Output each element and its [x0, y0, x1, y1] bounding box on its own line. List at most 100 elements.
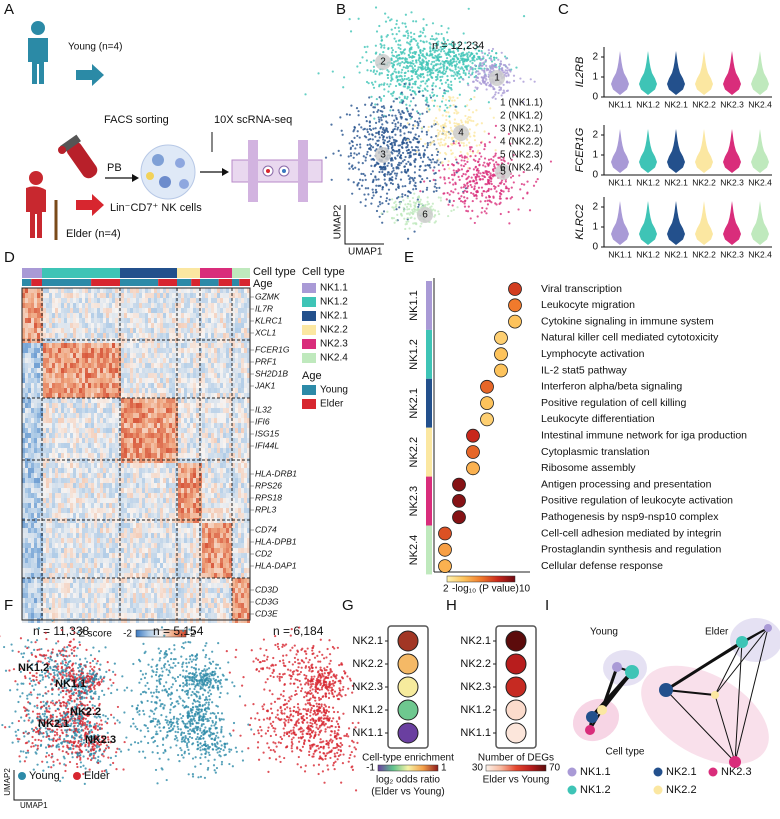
heat-cell — [67, 293, 70, 298]
cell-dot — [521, 183, 523, 185]
heat-cell — [37, 443, 40, 448]
heat-cell — [82, 528, 85, 533]
heat-cell — [52, 573, 55, 578]
heat-cell — [103, 418, 106, 423]
heat-cell — [109, 368, 112, 373]
heat-cell — [100, 528, 103, 533]
heat-cell — [79, 453, 82, 458]
cell-dot — [454, 78, 456, 80]
heat-cell — [94, 598, 97, 603]
heat-cell — [91, 333, 94, 338]
heat-cell — [106, 428, 109, 433]
heat-cell — [31, 508, 34, 513]
cell-dot — [428, 108, 430, 110]
heat-cell — [61, 318, 64, 323]
heat-cell — [28, 343, 31, 348]
heat-cell — [94, 613, 97, 618]
heat-cell — [67, 503, 70, 508]
cell-dot — [394, 68, 396, 70]
cell-dot — [483, 68, 485, 70]
cell-dot — [387, 16, 389, 18]
cell-dot — [397, 164, 399, 166]
panel-label: G — [342, 597, 354, 614]
heat-cell — [64, 613, 67, 618]
heat-cell — [25, 423, 28, 428]
cell-dot — [467, 185, 469, 187]
heat-cell — [109, 588, 112, 593]
heat-cell — [100, 428, 103, 433]
cell-dot — [435, 76, 437, 78]
heat-cell — [97, 418, 100, 423]
cell-dot — [457, 112, 459, 114]
cell-dot — [511, 196, 513, 198]
cell-dot — [420, 73, 422, 75]
heat-cell — [55, 493, 58, 498]
heat-cell — [70, 483, 73, 488]
heat-cell — [109, 348, 112, 353]
heat-cell — [109, 333, 112, 338]
heat-cell — [52, 348, 55, 353]
heat-cell — [25, 538, 28, 543]
heat-cell — [52, 513, 55, 518]
heat-cell — [49, 533, 52, 538]
cell-dot — [374, 81, 376, 83]
cell-dot — [427, 129, 429, 131]
cell-dot — [429, 180, 431, 182]
cell-dot — [363, 155, 365, 157]
cell-dot — [455, 183, 457, 185]
heat-cell — [49, 413, 52, 418]
heat-cell — [31, 308, 34, 313]
heat-cell — [52, 613, 55, 618]
heat-cell — [124, 428, 127, 433]
heat-cell — [37, 393, 40, 398]
heat-cell — [76, 303, 79, 308]
heat-cell — [103, 568, 106, 573]
heat-cell — [85, 378, 88, 383]
cell-dot — [454, 99, 456, 101]
cell-dot — [426, 101, 428, 103]
heat-cell — [28, 483, 31, 488]
heat-cell — [109, 418, 112, 423]
cell-dot — [479, 178, 481, 180]
cell-dot — [449, 122, 451, 124]
heat-cell — [79, 333, 82, 338]
cell-dot — [449, 201, 451, 203]
cell-dot — [403, 83, 405, 85]
cell-dot — [437, 74, 439, 76]
heat-cell — [37, 328, 40, 333]
heat-cell — [73, 423, 76, 428]
cell-dot — [386, 192, 388, 194]
heat-cell — [100, 598, 103, 603]
cell-dot — [487, 200, 489, 202]
heat-cell — [103, 403, 106, 408]
heat-cell — [52, 323, 55, 328]
heat-cell — [37, 453, 40, 458]
heat-cell — [85, 498, 88, 503]
heat-cell — [34, 323, 37, 328]
heat-cell — [103, 528, 106, 533]
heat-cell — [31, 303, 34, 308]
cell-dot — [454, 66, 456, 68]
heat-cell — [61, 303, 64, 308]
heat-cell — [73, 608, 76, 613]
heat-cell — [61, 498, 64, 503]
cell-dot — [420, 61, 422, 63]
heat-cell — [79, 533, 82, 538]
heat-cell — [91, 528, 94, 533]
heat-cell — [52, 493, 55, 498]
cell-dot — [463, 196, 465, 198]
heat-cell — [124, 313, 127, 318]
heat-cell — [88, 313, 91, 318]
cell-dot — [416, 200, 418, 202]
heat-cell — [58, 508, 61, 513]
heat-cell — [112, 538, 115, 543]
cell-dot — [381, 39, 383, 41]
heat-cell — [31, 558, 34, 563]
heat-cell — [103, 603, 106, 608]
heat-cell — [70, 433, 73, 438]
cell-dot — [396, 173, 398, 175]
heat-cell — [127, 373, 130, 378]
heat-cell — [106, 483, 109, 488]
heat-cell — [79, 288, 82, 293]
heat-cell — [52, 358, 55, 363]
